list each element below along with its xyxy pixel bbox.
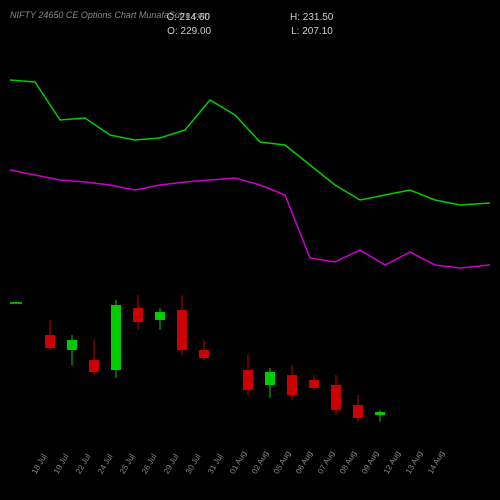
x-axis-label: 24 Jul (96, 453, 114, 476)
chart-svg (10, 40, 490, 440)
x-axis-label: 31 Jul (206, 453, 224, 476)
low-value: L: 207.10 (291, 26, 333, 37)
x-axis-label: 22 Jul (74, 453, 92, 476)
x-axis-label: 07 Aug (316, 449, 336, 475)
x-axis-label: 05 Aug (272, 449, 292, 475)
ohlc-row-1: C: 214.60 H: 231.50 (0, 12, 500, 23)
x-axis-label: 14 Aug (426, 449, 446, 475)
x-axis: 18 Jul19 Jul22 Jul24 Jul25 Jul26 Jul29 J… (10, 440, 490, 500)
x-axis-label: 26 Jul (140, 453, 158, 476)
x-axis-label: 25 Jul (118, 453, 136, 476)
x-axis-label: 08 Aug (338, 449, 358, 475)
price-marker (10, 302, 22, 304)
x-axis-label: 01 Aug (228, 449, 248, 475)
chart-area (10, 40, 490, 440)
x-axis-label: 12 Aug (382, 449, 402, 475)
x-axis-label: 09 Aug (360, 449, 380, 475)
x-axis-label: 18 Jul (30, 453, 48, 476)
x-axis-label: 06 Aug (294, 449, 314, 475)
ohlc-row-2: O: 229.00 L: 207.10 (0, 26, 500, 37)
close-value: C: 214.60 (167, 12, 210, 23)
x-axis-label: 19 Jul (52, 453, 70, 476)
x-axis-label: 30 Jul (184, 453, 202, 476)
x-axis-label: 02 Aug (250, 449, 270, 475)
open-value: O: 229.00 (167, 26, 211, 37)
x-axis-label: 13 Aug (404, 449, 424, 475)
high-value: H: 231.50 (290, 12, 333, 23)
x-axis-label: 29 Jul (162, 453, 180, 476)
